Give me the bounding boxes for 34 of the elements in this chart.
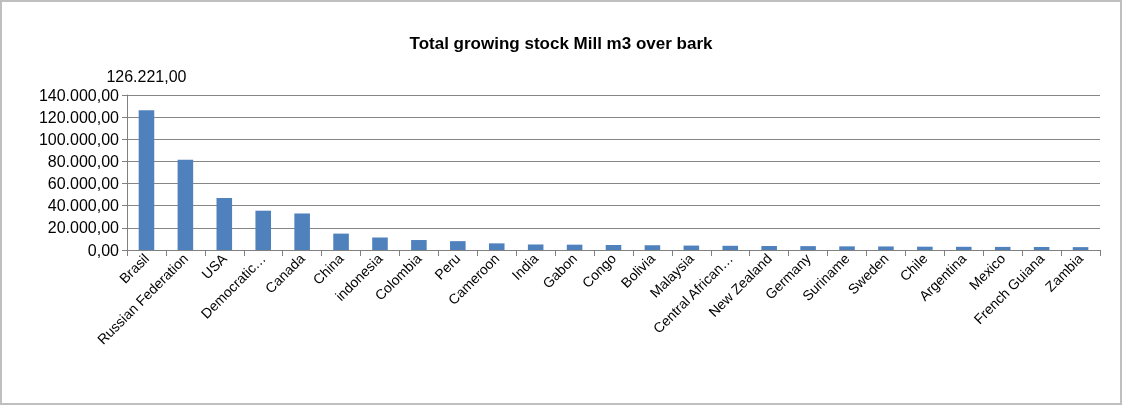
bar bbox=[956, 246, 972, 250]
bar bbox=[333, 233, 349, 250]
bar bbox=[800, 246, 816, 250]
y-tick-label: 140.000,00 bbox=[38, 86, 120, 104]
y-tick-label: 0,00 bbox=[87, 241, 120, 259]
bar bbox=[488, 243, 505, 250]
bar bbox=[177, 159, 194, 250]
bar bbox=[566, 244, 583, 250]
bar bbox=[605, 245, 622, 250]
bar bbox=[411, 240, 427, 250]
bar bbox=[917, 246, 933, 250]
y-tick-label: 60.000,00 bbox=[47, 175, 120, 193]
bar bbox=[1072, 247, 1089, 250]
bar bbox=[994, 246, 1011, 250]
y-tick-label: 100.000,00 bbox=[38, 130, 120, 148]
bar bbox=[450, 241, 466, 250]
bar bbox=[1033, 247, 1050, 250]
bar bbox=[216, 197, 233, 250]
chart-title: Total growing stock Mill m3 over bark bbox=[409, 34, 713, 53]
bar bbox=[878, 246, 894, 250]
bar bbox=[644, 245, 661, 250]
y-tick-label: 80.000,00 bbox=[47, 152, 120, 170]
bar bbox=[138, 110, 155, 250]
bar bbox=[722, 245, 739, 250]
y-tick-label: 40.000,00 bbox=[47, 197, 120, 215]
bar bbox=[839, 246, 855, 250]
bar bbox=[372, 237, 388, 250]
bar bbox=[255, 210, 271, 250]
bar bbox=[294, 213, 310, 250]
y-tick-label: 120.000,00 bbox=[38, 108, 120, 126]
bar bbox=[761, 246, 777, 250]
bar bbox=[527, 244, 544, 250]
data-label: 126.221,00 bbox=[106, 67, 187, 85]
y-tick-label: 20.000,00 bbox=[47, 219, 120, 237]
